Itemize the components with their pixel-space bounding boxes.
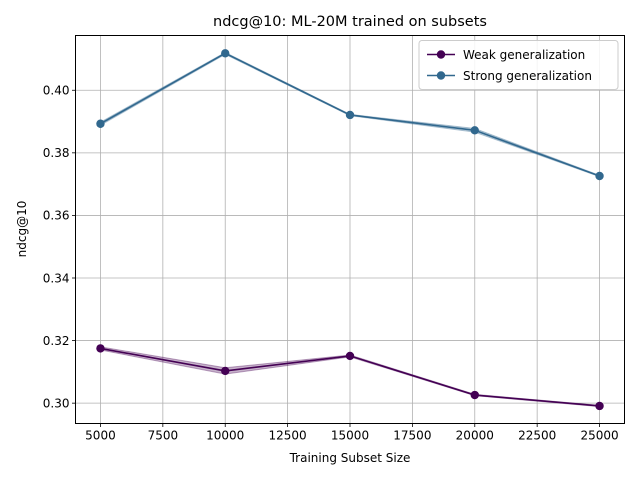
y-tick-label: 0.32: [43, 334, 70, 348]
legend-marker-strong: [436, 71, 446, 80]
x-tick-label: 7500: [148, 429, 179, 443]
point-strong: [345, 110, 355, 120]
point-weak: [470, 390, 479, 400]
x-tick-label: 17500: [393, 429, 431, 443]
point-strong: [221, 49, 230, 58]
point-weak: [345, 351, 355, 361]
x-tick-label: 12500: [269, 429, 307, 443]
legend: Weak generalization Strong generalization: [418, 40, 619, 90]
point-strong: [470, 126, 479, 135]
legend-marker-weak: [436, 50, 446, 59]
legend-label-strong: Strong generalization: [463, 69, 592, 83]
y-tick-label: 0.38: [43, 146, 70, 160]
y-axis-title: ndcg@10: [15, 201, 29, 258]
x-tick-label: 25000: [580, 429, 618, 443]
point-weak: [221, 366, 230, 376]
x-tick-label: 15000: [331, 429, 369, 443]
legend-box: [418, 40, 619, 90]
point-weak: [595, 401, 604, 411]
x-axis-title: Training Subset Size: [289, 451, 411, 465]
chart-title: ndcg@10: ML-20M trained on subsets: [213, 14, 487, 30]
x-tick-label: 5000: [85, 429, 116, 443]
x-tick-label: 10000: [206, 429, 244, 443]
x-tick-label: 22500: [518, 429, 556, 443]
legend-label-weak: Weak generalization: [463, 48, 585, 62]
grid: [75, 35, 625, 424]
point-strong: [595, 171, 604, 181]
y-axis-ticks: 0.30 0.32 0.34 0.36 0.38 0.40: [43, 84, 76, 410]
series-points: [96, 49, 604, 411]
point-weak: [96, 344, 105, 353]
y-tick-label: 0.34: [43, 271, 70, 285]
x-tick-label: 20000: [456, 429, 494, 443]
y-tick-label: 0.36: [43, 209, 70, 223]
x-axis-ticks: 5000 7500 10000 12500 15000 17500 20000 22500 25…: [85, 423, 619, 443]
point-strong: [96, 119, 105, 128]
y-tick-label: 0.30: [43, 396, 70, 410]
y-tick-label: 0.40: [43, 84, 70, 98]
